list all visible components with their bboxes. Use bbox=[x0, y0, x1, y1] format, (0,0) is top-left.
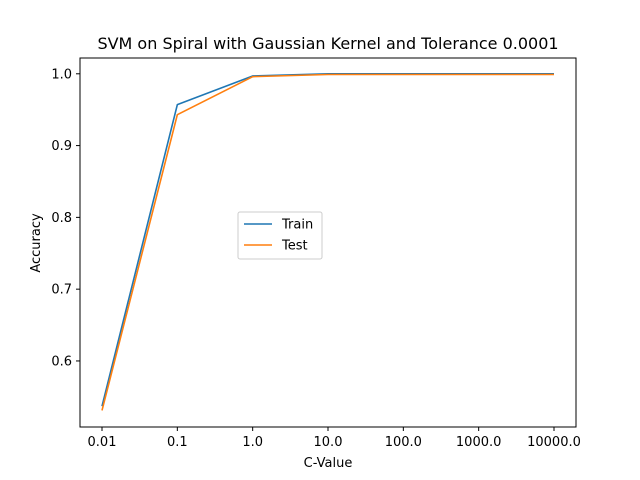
chart-title: SVM on Spiral with Gaussian Kernel and T… bbox=[97, 34, 558, 53]
x-tick-label: 0.01 bbox=[88, 435, 117, 450]
x-tick-label: 10000.0 bbox=[527, 435, 581, 450]
x-tick-label: 10.0 bbox=[314, 435, 343, 450]
y-tick-label: 0.7 bbox=[51, 283, 72, 298]
x-tick-label: 0.1 bbox=[167, 435, 188, 450]
x-tick-label: 1000.0 bbox=[456, 435, 502, 450]
plot-area: 0.01 0.1 1.0 10.0 100.0 1000.0 10000.0 0.6 0.7 0.… bbox=[51, 57, 581, 450]
y-tick-label: 0.8 bbox=[51, 211, 72, 226]
x-axis-label: C-Value bbox=[304, 456, 353, 471]
x-tick-label: 100.0 bbox=[385, 435, 422, 450]
legend-label-train: Train bbox=[281, 218, 313, 233]
legend-label-test: Test bbox=[281, 239, 308, 254]
x-tick-label: 1.0 bbox=[242, 435, 263, 450]
y-tick-label: 1.0 bbox=[51, 67, 72, 82]
y-tick-label: 0.9 bbox=[51, 139, 72, 154]
y-tick-label: 0.6 bbox=[51, 354, 72, 369]
y-axis-label: Accuracy bbox=[29, 213, 44, 273]
legend: Train Test bbox=[237, 211, 323, 260]
series-line-test bbox=[101, 73, 554, 411]
